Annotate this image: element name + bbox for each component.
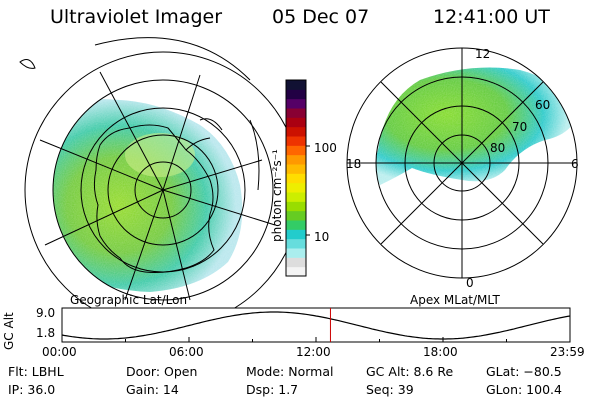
status-mode: Mode: Normal — [246, 364, 334, 379]
timeline-xtick-1: 06:00 — [169, 345, 204, 359]
colorbar-segment — [286, 257, 306, 268]
coastline — [93, 124, 215, 273]
lat-label-60: 60 — [535, 98, 551, 112]
colorbar-segment — [286, 210, 306, 221]
colorbar-segment — [286, 145, 306, 156]
left-map-caption: Geographic Lat/Lon — [70, 293, 188, 307]
mlt-label-12: 12 — [475, 47, 491, 61]
colorbar-segment — [286, 173, 306, 184]
colorbar — [285, 79, 310, 277]
colorbar-segment — [286, 154, 306, 165]
mlt-label-18: 18 — [346, 157, 362, 171]
mlt-label-0: 0 — [466, 276, 474, 290]
colorbar-segment — [286, 80, 306, 90]
date-label: 05 Dec 07 — [272, 6, 370, 28]
timeline-xtick-0: 00:00 — [42, 345, 77, 359]
status-seq: Seq: 39 — [366, 382, 414, 397]
colorbar-segment — [286, 108, 306, 118]
colorbar-segment — [286, 266, 306, 277]
gc-alt-curve — [61, 311, 571, 340]
timeline-ytick-max: 9.0 — [36, 306, 56, 320]
colorbar-segment — [286, 136, 306, 146]
status-glon: GLon: 100.4 — [486, 382, 562, 397]
colorbar-segment — [286, 220, 306, 230]
colorbar-segment — [286, 89, 306, 100]
colorbar-segment — [286, 248, 306, 258]
colorbar-tick-10: 10 — [314, 230, 330, 244]
left-map — [19, 37, 302, 329]
colorbar-segment — [286, 229, 306, 240]
instrument-title: Ultraviolet Imager — [50, 6, 223, 28]
colorbar-segment — [286, 192, 306, 202]
right-map-caption: Apex MLat/MLT — [410, 293, 500, 307]
mlt-label-6: 6 — [571, 157, 579, 171]
timeline-xtick-3: 18:00 — [423, 345, 458, 359]
colorbar-tick-100: 100 — [314, 141, 337, 155]
status-gc-alt: GC Alt: 8.6 Re — [366, 364, 454, 379]
status-dsp: Dsp: 1.7 — [246, 382, 299, 397]
colorbar-segment — [286, 98, 306, 109]
colorbar-segment — [286, 201, 306, 212]
colorbar-segment — [286, 238, 306, 249]
right-map — [346, 47, 578, 279]
timeline-ytick-min: 1.8 — [36, 326, 56, 340]
status-ip: IP: 36.0 — [8, 382, 56, 397]
colorbar-segment — [286, 182, 306, 193]
status-gain: Gain: 14 — [126, 382, 179, 397]
colorbar-segment — [286, 164, 306, 174]
status-flt: Flt: LBHL — [8, 364, 64, 379]
colorbar-unit-label: photon cm⁻²s⁻¹ — [270, 149, 284, 242]
timeline-ylabel: GC Alt — [2, 312, 16, 350]
status-door: Door: Open — [126, 364, 198, 379]
colorbar-segment — [286, 126, 306, 137]
status-glat: GLat: −80.5 — [486, 364, 562, 379]
time-label: 12:41:00 UT — [433, 6, 550, 28]
timeline-xtick-4: 23:59 — [550, 345, 585, 359]
timeline-xtick-2: 12:00 — [296, 345, 331, 359]
colorbar-segment — [286, 117, 306, 128]
lat-label-70: 70 — [512, 120, 528, 134]
timeline-frame — [61, 307, 571, 343]
lat-label-80: 80 — [490, 141, 506, 155]
timeline — [61, 307, 571, 343]
